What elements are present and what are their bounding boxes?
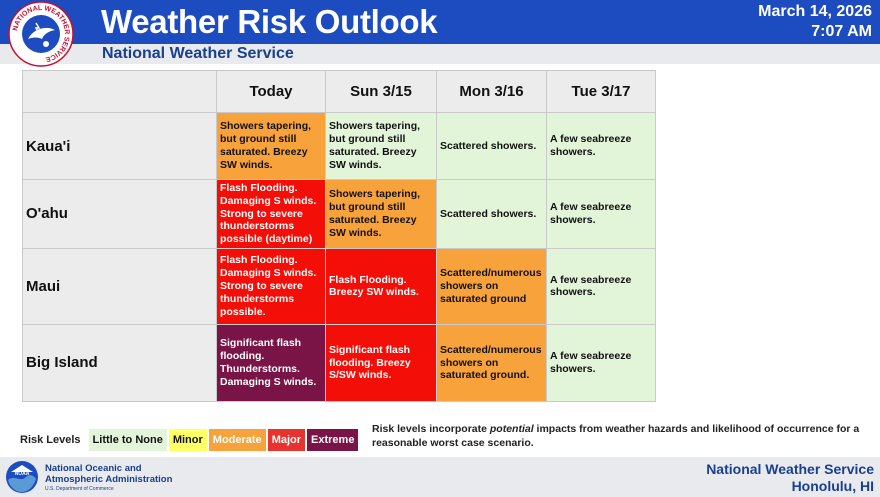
location-label: Big Island (22, 323, 217, 402)
nws-logo-icon: NATIONAL WEATHER SERVICE (8, 1, 74, 67)
footer-bar (0, 457, 880, 497)
table-row: Kaua'i Showers tapering, but ground stil… (22, 112, 656, 180)
risk-cell: Flash Flooding. Damaging S winds. Strong… (216, 247, 326, 325)
issue-time: 7:07 AM (811, 23, 872, 40)
legend-item-minor: Minor (168, 429, 207, 451)
legend-item-major: Major (267, 429, 306, 451)
risk-note-suffix: impacts from weather hazards and likelih… (372, 423, 860, 450)
column-header: Sun 3/15 (325, 70, 437, 113)
risk-legend: Risk Levels Little to None Minor Moderat… (20, 429, 360, 451)
agency-department: U.S. Department of Commerce (45, 486, 114, 492)
risk-cell: Showers tapering, but ground still satur… (325, 112, 437, 180)
location-label: Maui (22, 247, 217, 325)
table-row: Big Island Significant flash flooding. T… (22, 323, 656, 402)
agency-name-line2: Atmospheric Administration (45, 474, 173, 485)
legend-item-little-to-none: Little to None (88, 429, 167, 451)
risk-note-prefix: Risk levels incorporate (372, 423, 490, 435)
agency-name-line1: National Oceanic and (45, 463, 142, 474)
legend-item-moderate: Moderate (208, 429, 266, 451)
issue-date: March 14, 2026 (758, 3, 872, 20)
risk-cell: Scattered showers. (436, 112, 547, 180)
table-row: O'ahu Flash Flooding. Damaging S winds. … (22, 179, 656, 249)
risk-cell: Significant flash flooding. Breezy S/SW … (325, 323, 437, 402)
column-header: Today (216, 70, 326, 113)
page-title: Weather Risk Outlook (101, 3, 438, 40)
footer-office: National Weather Service (706, 461, 874, 477)
column-header: Tue 3/17 (546, 70, 656, 113)
table-header-row: Today Sun 3/15 Mon 3/16 Tue 3/17 (22, 70, 656, 113)
legend-title: Risk Levels (20, 434, 81, 446)
noaa-logo-icon: NOAA (6, 461, 38, 493)
risk-cell: Showers tapering, but ground still satur… (216, 112, 326, 180)
risk-cell: Significant flash flooding. Thunderstorm… (216, 323, 326, 402)
location-label: Kaua'i (22, 112, 217, 180)
page-subtitle: National Weather Service (102, 45, 294, 62)
risk-cell: A few seabreeze showers. (546, 247, 656, 325)
column-header: Mon 3/16 (436, 70, 547, 113)
table-row: Maui Flash Flooding. Damaging S winds. S… (22, 247, 656, 325)
risk-note-emphasis: potential (489, 423, 534, 435)
footer-city: Honolulu, HI (791, 478, 874, 494)
table-corner (22, 70, 217, 113)
location-label: O'ahu (22, 179, 217, 249)
risk-cell: Scattered/numerous showers on saturated … (436, 323, 547, 402)
legend-item-extreme: Extreme (307, 429, 359, 451)
risk-table: Today Sun 3/15 Mon 3/16 Tue 3/17 Kaua'i … (22, 70, 656, 402)
risk-cell: Showers tapering, but ground still satur… (325, 179, 437, 249)
risk-cell: Scattered showers. (436, 179, 547, 249)
risk-cell: A few seabreeze showers. (546, 112, 656, 180)
header-subtitle-band (0, 44, 880, 64)
noaa-logo-text: NOAA (15, 471, 30, 477)
risk-cell: A few seabreeze showers. (546, 323, 656, 402)
risk-note: Risk levels incorporate potential impact… (372, 422, 872, 450)
risk-cell: A few seabreeze showers. (546, 179, 656, 249)
header-bar: Weather Risk Outlook National Weather Se… (0, 0, 880, 64)
header-title-band (0, 0, 880, 44)
risk-cell: Flash Flooding. Damaging S winds. Strong… (216, 179, 326, 249)
risk-cell: Flash Flooding. Breezy SW winds. (325, 247, 437, 325)
risk-cell: Scattered/numerous showers on saturated … (436, 247, 547, 325)
